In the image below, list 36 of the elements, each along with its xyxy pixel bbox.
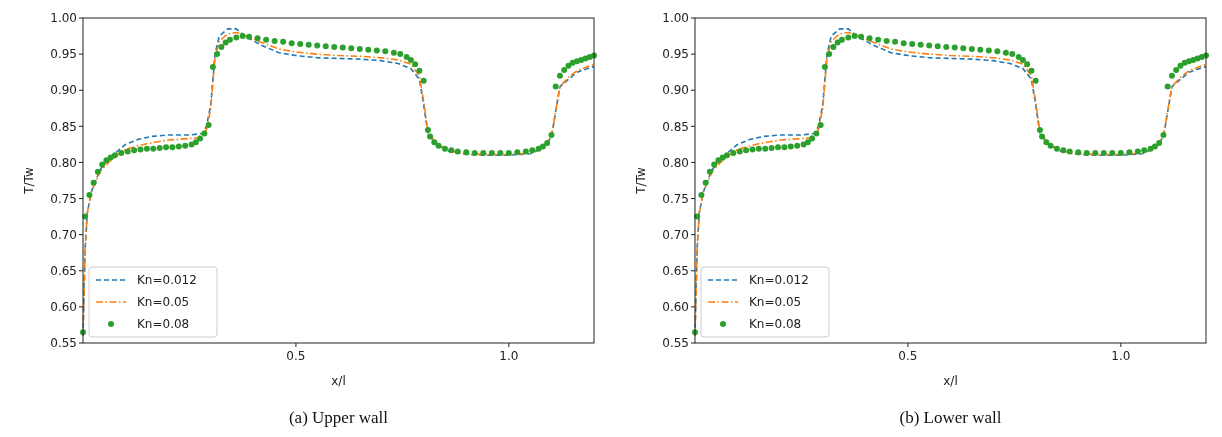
y-axis-title: T/Tw <box>634 167 648 195</box>
x-tick-label: 0.5 <box>898 349 918 363</box>
legend-label: Kn=0.012 <box>749 273 809 288</box>
y-tick-label: 0.60 <box>662 300 689 315</box>
y-tick-label: 0.70 <box>50 227 77 242</box>
y-tick-label: 0.90 <box>662 83 689 98</box>
legend-label: Kn=0.08 <box>749 317 802 332</box>
legend-label: Kn=0.012 <box>137 273 197 288</box>
y-tick-label: 0.55 <box>50 336 77 351</box>
x-tick-label: 1.0 <box>499 349 519 363</box>
y-tick-label: 0.65 <box>50 263 77 278</box>
text: (a) Upper wall <box>288 408 389 427</box>
x-axis-title: x/l <box>943 374 958 388</box>
y-tick-label: 0.85 <box>662 119 689 134</box>
x-tick-label: 1.0 <box>1111 349 1131 363</box>
legend-label: Kn=0.05 <box>749 295 802 310</box>
y-tick-label: 1.00 <box>662 11 689 26</box>
y-tick-label: 0.80 <box>662 155 689 170</box>
y-tick-label: 0.75 <box>50 191 77 206</box>
y-tick-label: 0.70 <box>662 227 689 242</box>
y-tick-label: 0.80 <box>50 155 77 170</box>
y-tick-label: 0.95 <box>50 47 77 62</box>
x-axis-title: x/l <box>331 374 346 388</box>
y-tick-label: 0.85 <box>50 119 77 134</box>
y-tick-label: 1.00 <box>50 11 77 26</box>
y-tick-label: 0.65 <box>662 263 689 278</box>
x-tick-label: 0.5 <box>286 349 306 363</box>
y-tick-label: 0.75 <box>662 191 689 206</box>
legend-label: Kn=0.08 <box>137 317 190 332</box>
text: (b) Lower wall <box>899 408 1002 427</box>
y-tick-label: 0.60 <box>50 300 77 315</box>
y-tick-label: 0.90 <box>50 83 77 98</box>
y-tick-label: 0.95 <box>662 47 689 62</box>
legend-label: Kn=0.05 <box>137 295 190 310</box>
y-tick-label: 0.55 <box>662 336 689 351</box>
y-axis-title: T/Tw <box>22 167 36 195</box>
